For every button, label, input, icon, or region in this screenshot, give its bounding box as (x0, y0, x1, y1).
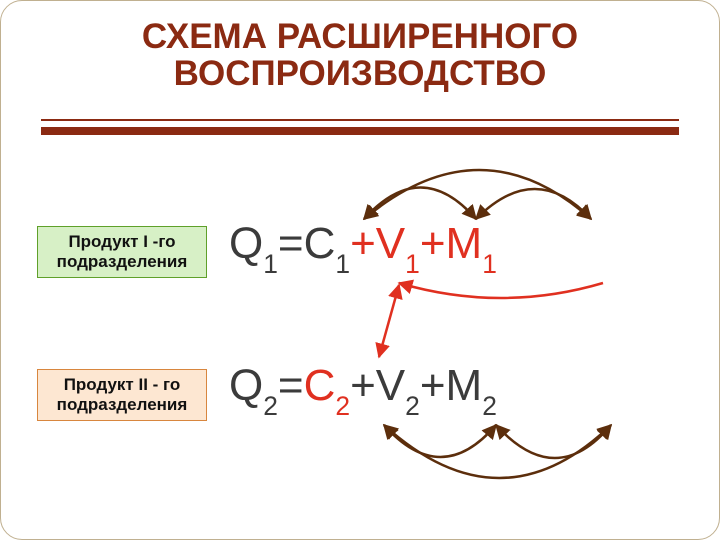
formula-term-eq: = (278, 361, 304, 411)
label-box-1-line2: подразделения (38, 252, 206, 272)
formula-term-V: V1 (376, 219, 420, 275)
formula-term-C: C1 (304, 219, 350, 275)
formula-term-Q: Q1 (229, 219, 278, 275)
formula-row-2: Q2 = C2 + V2 + M2 (229, 361, 497, 417)
formula-term-M: M2 (446, 361, 497, 417)
label-box-2: Продукт II - го подразделения (37, 369, 207, 421)
formula-term-M: M1 (446, 219, 497, 275)
formula-row-1: Q1= C1 + V1 + M1 (229, 219, 497, 275)
formula-term-p2: + (420, 219, 446, 269)
formula-term-p1: + (350, 219, 376, 269)
divider-thin (41, 119, 679, 121)
label-box-1: Продукт I -го подразделения (37, 226, 207, 278)
label-box-2-line2: подразделения (38, 395, 206, 415)
formula-term-eq: = (278, 219, 304, 269)
formula-term-p2: + (420, 361, 446, 411)
formula-term-V: V2 (376, 361, 420, 417)
title-line-2: ВОСПРОИЗВОДСТВО (1, 56, 719, 93)
label-box-2-line1: Продукт II - го (38, 375, 206, 395)
formula-term-Q: Q2 (229, 361, 278, 417)
divider-thick (41, 127, 679, 135)
formula-term-C: C2 (304, 361, 350, 417)
label-box-1-line1: Продукт I -го (38, 232, 206, 252)
slide-frame: СХЕМА РАСШИРЕННОГО ВОСПРОИЗВОДСТВО Проду… (0, 0, 720, 540)
title-line-1: СХЕМА РАСШИРЕННОГО (1, 19, 719, 56)
slide-title: СХЕМА РАСШИРЕННОГО ВОСПРОИЗВОДСТВО (1, 19, 719, 93)
formula-term-p1: + (350, 361, 376, 411)
